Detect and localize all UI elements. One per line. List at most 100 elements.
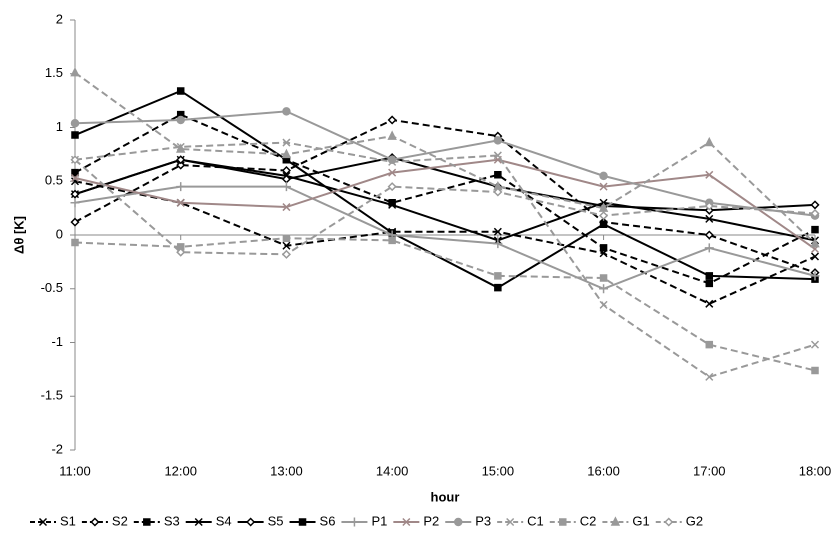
legend-label: C1 [527,513,544,528]
marker [176,198,185,207]
marker [705,214,714,223]
y-tick-label: 1.5 [45,65,63,80]
x-tick-label: 14:00 [376,463,409,478]
marker [194,517,203,527]
series-line [74,89,816,289]
marker [599,171,608,181]
marker [704,136,714,147]
y-tick-label: 1 [56,119,63,134]
x-axis-label: hour [431,489,460,504]
marker [494,272,502,280]
marker [705,170,714,179]
marker [810,208,820,219]
marker [705,279,714,288]
y-tick-label: -1 [51,334,63,349]
marker [811,225,819,234]
marker [387,182,397,192]
x-tick-label: 13:00 [270,463,303,478]
marker [599,182,608,191]
x-tick-label: 17:00 [693,463,726,478]
series-line [74,156,816,212]
marker [70,189,80,199]
legend-label: G1 [632,513,649,528]
marker [493,136,503,145]
x-tick-label: 15:00 [482,463,515,478]
marker [70,118,80,128]
y-tick-label: -2 [51,441,63,456]
legend-label: S3 [164,513,180,528]
series-line [74,113,816,285]
marker [599,284,609,294]
marker [176,247,186,257]
y-tick-label: 0.5 [45,173,63,188]
legend-label: P2 [423,513,439,528]
marker [70,173,80,183]
y-tick-label: -1.5 [41,388,63,403]
marker [71,168,79,177]
marker [282,241,291,250]
marker [494,283,502,292]
marker [176,143,186,153]
marker [90,517,100,527]
marker [705,299,714,308]
marker [176,87,185,95]
marker [298,518,307,526]
marker [281,165,291,176]
marker [387,115,397,125]
marker [810,200,820,210]
marker [70,66,80,77]
marker [494,171,502,179]
marker [388,200,397,209]
legend-label: S4 [216,513,232,528]
marker [38,517,48,527]
y-axis-label: Δθ [K] [11,216,26,254]
series-line [74,158,816,250]
marker [599,220,608,228]
marker [664,517,674,527]
marker [599,274,608,282]
marker [281,182,291,192]
marker [282,203,291,212]
marker [281,249,291,259]
marker [454,517,463,527]
legend: S1 S2 S3 S4 S5 S6 P1 P2 P3 C1 C2 G1 G2 [30,513,703,528]
marker [349,517,359,527]
marker [71,131,79,139]
series-line [74,180,816,305]
legend-label: S2 [112,513,128,528]
marker [559,518,567,526]
marker [704,243,714,253]
legend-label: P3 [475,513,491,528]
marker [70,155,80,165]
marker [282,138,291,147]
series-line [74,141,816,378]
marker [282,234,291,242]
legend-label: S1 [60,513,76,528]
marker [704,201,714,211]
legend-label: C2 [580,513,597,528]
marker [811,366,819,375]
x-tick-label: 16:00 [587,463,620,478]
x-tick-label: 11:00 [59,463,91,478]
marker [282,107,291,116]
marker [246,517,256,527]
series-line [74,118,816,274]
series-line [74,237,816,372]
marker [705,372,714,381]
marker [281,148,292,159]
marker [176,160,186,170]
marker [402,517,411,527]
marker [599,244,608,252]
marker [493,239,503,249]
legend-label: S6 [320,513,336,528]
x-tick-label: 18:00 [799,463,832,478]
marker [810,340,820,349]
marker [705,340,714,349]
marker [176,182,186,192]
series-line [74,71,816,245]
marker [143,518,151,526]
series-line [74,158,816,256]
marker [176,243,185,251]
marker [704,230,714,240]
